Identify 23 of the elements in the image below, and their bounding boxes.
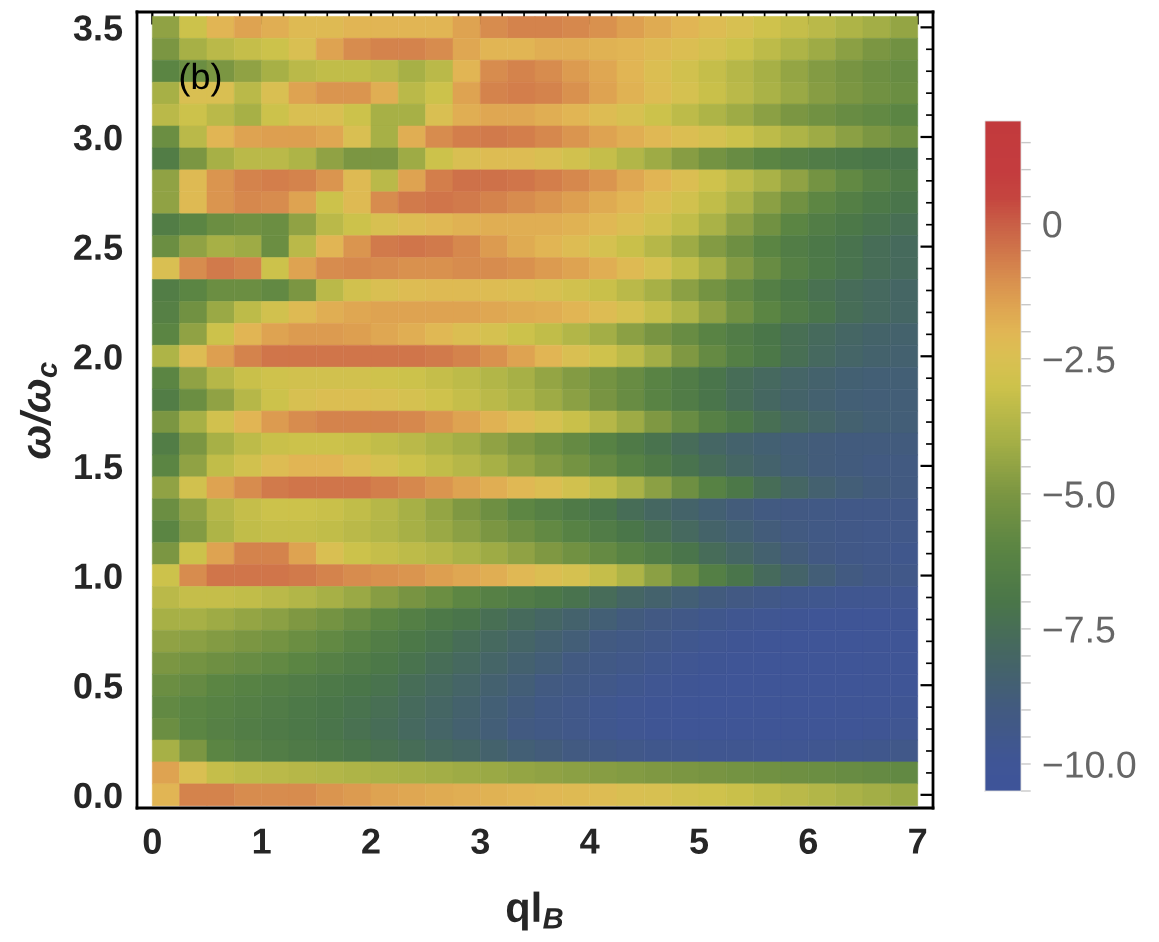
y-tick-label: 2.5 [74, 234, 123, 261]
y-tick-label: 2.0 [74, 344, 122, 370]
y-tick-label: 0.0 [74, 782, 122, 809]
color-bar-label: −10.0 [1043, 751, 1136, 778]
x-tick-label: 0 [143, 828, 161, 854]
x-tick-label: 3 [471, 828, 490, 855]
x-tick-label: 2 [362, 828, 380, 854]
x-axis-title: ql$_{B}$ [506, 891, 563, 931]
x-tick-label: 1 [253, 828, 271, 854]
y-axis-title: ω/ω$_{c}$ [19, 362, 58, 459]
y-tick-label: 3.5 [73, 15, 123, 41]
x-tick-label: 7 [909, 828, 927, 854]
color-bar-label: −7.5 [1043, 616, 1115, 643]
x-tick-label: 4 [580, 828, 600, 854]
x-tick-label: 6 [799, 828, 818, 854]
y-tick-label: 1.5 [75, 454, 123, 480]
y-tick-label: 3.0 [73, 124, 122, 151]
y-tick-label: 1.0 [75, 563, 122, 589]
color-bar-label: −5.0 [1043, 481, 1115, 508]
color-bar-label: 0 [1043, 211, 1062, 238]
y-tick-label: 0.5 [74, 673, 123, 699]
color-bar-label: −2.5 [1043, 346, 1115, 373]
x-tick-label: 5 [690, 828, 709, 854]
